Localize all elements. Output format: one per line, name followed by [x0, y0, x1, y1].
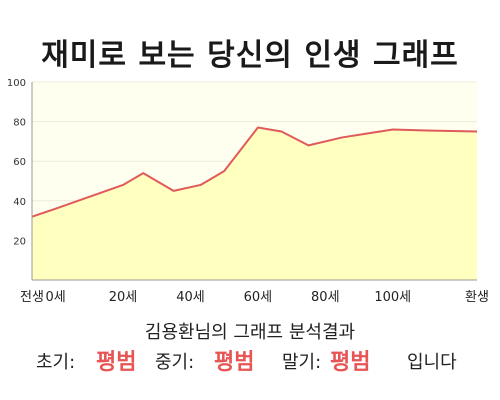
life-graph-chart: 20 40 60 80 100 전생 0세 20세 40세 60세 80세 100세 환생	[7, 78, 489, 305]
x-tick-label: 60세	[244, 290, 273, 305]
x-tick-label: 100세	[374, 290, 411, 305]
early-value: 평범	[96, 350, 137, 375]
y-tick-label: 40	[13, 197, 26, 208]
late-label: 말기:	[282, 352, 322, 373]
mid-label: 중기:	[155, 352, 195, 373]
early-label: 초기:	[36, 352, 76, 373]
x-tick-label: 0세	[45, 290, 65, 305]
x-tick-label: 20세	[109, 290, 138, 305]
x-tick-label: 전생	[20, 290, 44, 305]
y-tick-label: 60	[13, 157, 26, 168]
chart-title: 재미로 보는 당신의 인생 그래프	[41, 38, 459, 73]
late-value: 평범	[330, 350, 371, 375]
series-line	[31, 126, 478, 218]
suffix-text: 입니다	[407, 352, 457, 373]
area-fill	[32, 127, 477, 280]
x-tick-label: 환생	[465, 290, 489, 305]
x-tick-label: 80세	[311, 290, 340, 305]
verdict-line: 초기: 평범 중기: 평범 말기: 평범 입니다	[0, 346, 500, 380]
analysis-summary: 김용환님의 그래프 분석결과	[144, 322, 356, 343]
y-tick-label: 100	[7, 78, 26, 89]
mid-value: 평범	[214, 350, 255, 375]
y-tick-label: 20	[13, 236, 26, 247]
x-tick-label: 40세	[176, 290, 205, 305]
y-tick-label: 80	[13, 118, 26, 129]
